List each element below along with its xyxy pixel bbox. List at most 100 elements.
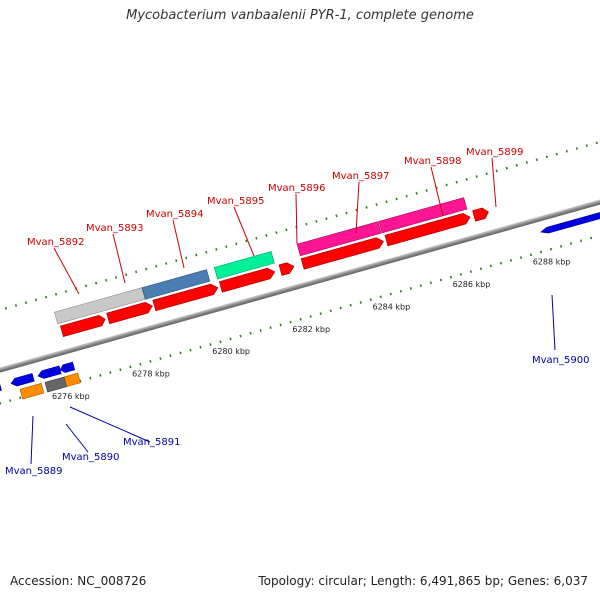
- cds-arrow-1[interactable]: [60, 314, 106, 338]
- track-tick: [479, 267, 483, 271]
- track-tick: [179, 351, 182, 355]
- label-mvan-5897[interactable]: Mvan_5897: [332, 171, 389, 182]
- track-tick: [129, 365, 132, 369]
- label-mvan-5899[interactable]: Mvan_5899: [466, 147, 523, 158]
- gene-arrow-left[interactable]: [0, 382, 2, 396]
- gene-arrow-5889-b[interactable]: [37, 365, 62, 380]
- track-tick: [555, 152, 558, 156]
- cds-arrow-6[interactable]: [300, 236, 385, 270]
- track-tick: [229, 337, 232, 341]
- track-tick: [505, 166, 508, 170]
- track-tick: [279, 323, 282, 327]
- cds-arrow-4[interactable]: [218, 267, 276, 293]
- gene-block-5893[interactable]: [141, 269, 211, 300]
- genome-summary-text: Topology: circular; Length: 6,491,865 bp…: [258, 574, 588, 588]
- track-tick: [199, 345, 202, 349]
- track-tick: [9, 399, 12, 402]
- gene-label-lines: [30, 157, 556, 465]
- track-tick: [529, 253, 533, 257]
- track-tick: [579, 239, 583, 243]
- label-mvan-5900[interactable]: Mvan_5900: [532, 355, 589, 366]
- track-tick: [559, 244, 563, 248]
- track-tick: [395, 197, 398, 201]
- track-tick: [315, 220, 318, 223]
- cds-arrow-5[interactable]: [278, 261, 295, 276]
- track-tick: [64, 290, 68, 293]
- track-tick: [465, 177, 468, 181]
- track-tick: [549, 247, 553, 251]
- track-tick: [135, 270, 138, 274]
- track-tick: [225, 245, 228, 248]
- gene-arrow-5890[interactable]: [59, 361, 76, 373]
- label-mvan-5896[interactable]: Mvan_5896: [268, 183, 325, 194]
- track-tick: [0, 402, 2, 405]
- gene-block-orange-1[interactable]: [19, 383, 45, 400]
- track-tick: [425, 189, 428, 192]
- track-tick: [399, 289, 402, 293]
- track-tick: [175, 259, 178, 263]
- forward-genes: [54, 197, 490, 338]
- track-tick: [209, 343, 212, 346]
- track-tick: [275, 231, 278, 234]
- track-tick: [189, 348, 192, 352]
- track-tick: [475, 175, 478, 178]
- label-mvan-5891[interactable]: Mvan_5891: [123, 437, 180, 448]
- track-tick: [575, 147, 578, 150]
- track-tick: [439, 278, 442, 282]
- label-mvan-5898[interactable]: Mvan_5898: [404, 156, 461, 167]
- track-tick: [289, 320, 292, 324]
- scale-tick-label: 6282 kbp: [292, 325, 330, 334]
- track-tick: [24, 301, 28, 305]
- track-tick: [309, 315, 312, 318]
- cds-arrow-7[interactable]: [384, 212, 472, 247]
- track-tick: [325, 217, 328, 220]
- track-tick: [485, 172, 488, 176]
- track-tick: [249, 331, 252, 335]
- label-mvan-5892[interactable]: Mvan_5892: [27, 237, 84, 248]
- gene-arrow-5889-a[interactable]: [10, 373, 35, 387]
- gene-block-orange-2[interactable]: [63, 372, 81, 387]
- track-tick: [285, 228, 288, 232]
- track-tick: [455, 180, 458, 184]
- track-tick: [115, 276, 118, 279]
- track-tick: [589, 236, 593, 240]
- track-tick: [419, 284, 422, 287]
- cds-arrow-3[interactable]: [152, 282, 220, 312]
- scale-tick-label: 6280 kbp: [212, 347, 250, 356]
- track-tick: [235, 242, 238, 246]
- accession-text: Accession: NC_008726: [10, 574, 147, 588]
- label-mvan-5895[interactable]: Mvan_5895: [207, 196, 264, 207]
- map-title: Mycobacterium vanbaalenii PYR-1, complet…: [126, 8, 474, 23]
- label-mvan-5889[interactable]: Mvan_5889: [5, 466, 62, 477]
- track-tick: [219, 340, 222, 344]
- scale-tick-label: 6278 kbp: [132, 370, 170, 379]
- track-tick: [539, 250, 543, 254]
- track-tick: [335, 214, 338, 218]
- gene-block-5897[interactable]: [296, 221, 382, 257]
- track-tick: [329, 309, 332, 313]
- track-tick: [159, 357, 162, 360]
- label-mvan-5894[interactable]: Mvan_5894: [146, 209, 203, 220]
- track-tick: [385, 200, 388, 204]
- label-mvan-5890[interactable]: Mvan_5890: [62, 452, 119, 463]
- cds-arrow-2[interactable]: [106, 301, 154, 325]
- track-tick: [359, 301, 362, 304]
- label-mvan-5893[interactable]: Mvan_5893: [86, 223, 143, 234]
- track-tick: [469, 270, 473, 273]
- track-tick: [405, 194, 408, 198]
- gene-block-gray[interactable]: [44, 376, 68, 393]
- track-tick: [375, 203, 378, 206]
- track-tick: [205, 250, 208, 254]
- track-tick: [44, 295, 48, 299]
- track-tick: [525, 161, 528, 164]
- cds-arrow-8[interactable]: [472, 207, 490, 222]
- track-tick: [379, 295, 382, 299]
- track-tick: [445, 183, 448, 187]
- track-tick: [149, 359, 152, 363]
- gene-block-5895[interactable]: [213, 251, 275, 280]
- track-tick: [14, 304, 18, 307]
- track-tick: [19, 396, 22, 400]
- gene-block-5898[interactable]: [378, 197, 468, 234]
- gene-arrow-5900[interactable]: [540, 211, 600, 235]
